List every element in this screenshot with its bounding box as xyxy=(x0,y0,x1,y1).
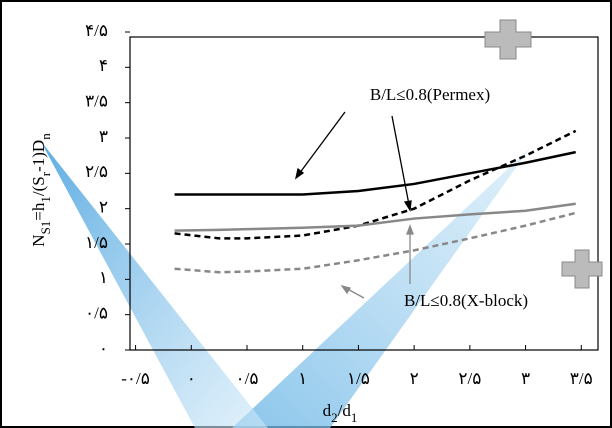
ylabel: NS1=h1/(Sr-1)Dn xyxy=(29,133,54,247)
y-tick-label: ۱/۵ xyxy=(85,233,108,252)
x-tick-label: ۱ xyxy=(298,369,307,388)
y-tick-label: ٠/۵ xyxy=(85,304,108,323)
ylabel-part: N xyxy=(29,234,48,246)
xlabel-part: 2 xyxy=(331,410,338,425)
series-line xyxy=(174,211,577,274)
ylabel-part: /(S xyxy=(29,176,48,196)
plot: ٠ ٠/۵ ۱ ۱/۵ ۲ ۲/۵ ۳ ۳/۵ ۴ ۴/۵ -٠/۵ ٠ ٠/۵ ۱ ۱/۵ ۲ ۲/۵ ۳ ۳/۵… xyxy=(29,21,599,426)
tile-icon xyxy=(484,19,603,289)
series-line xyxy=(174,150,576,196)
ylabel-part: 1 xyxy=(38,196,53,203)
ylabel-part: n xyxy=(38,133,53,140)
decor-beam xyxy=(232,148,530,428)
x-tick-label: ۲ xyxy=(410,369,419,388)
xlabel-part: /d xyxy=(338,401,352,420)
xlabel-part: d xyxy=(323,401,332,420)
arrows xyxy=(294,111,412,212)
ylabel-part: -1)D xyxy=(29,140,48,172)
arrows xyxy=(340,224,414,299)
x-tick-label: ۳ xyxy=(521,369,530,388)
ylabel-part: =h xyxy=(29,202,48,221)
y-tick-label: ۲ xyxy=(99,198,108,217)
xlabel-part: 1 xyxy=(351,410,358,425)
ylabel-part: r xyxy=(38,171,53,176)
x-tick-label: -٠/۵ xyxy=(121,369,150,388)
axes-box xyxy=(129,36,599,351)
y-tick-label: ۳/۵ xyxy=(85,92,108,111)
x-tick-label: ٠ xyxy=(187,369,196,388)
x-tick-label: ۲/۵ xyxy=(458,369,481,388)
series-line xyxy=(174,202,576,232)
y-tick-label: ۲/۵ xyxy=(85,162,108,181)
y-tick-label: ۴ xyxy=(99,56,108,75)
annotation: B/L≤0.8(Permex) xyxy=(370,85,490,104)
y-tick-label: ۴/۵ xyxy=(85,21,108,40)
x-tick-label: ۳/۵ xyxy=(570,369,593,388)
ylabel-part: S1 xyxy=(38,221,53,235)
x-tick-label: ۱/۵ xyxy=(347,369,370,388)
y-tick-label: ۱ xyxy=(99,268,108,287)
x-tick-label: ٠/۵ xyxy=(236,369,259,388)
y-tick-label: ۳ xyxy=(99,127,108,146)
series-line xyxy=(174,129,577,240)
annotation: B/L≤0.8(X-block) xyxy=(404,291,528,310)
decor-beam xyxy=(40,140,268,428)
xlabel: d2/d1 xyxy=(323,401,358,426)
y-tick-label: ٠ xyxy=(99,339,108,358)
